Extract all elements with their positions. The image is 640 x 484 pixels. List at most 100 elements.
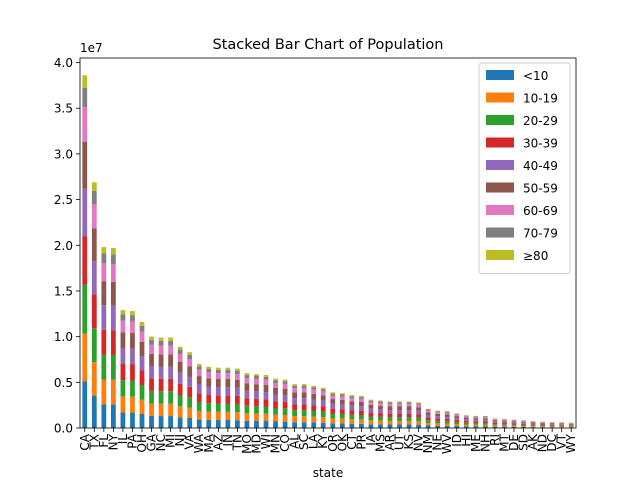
legend-label-1: 10-19 bbox=[523, 92, 558, 106]
bar-RI-series-2 bbox=[493, 424, 498, 425]
bar-CO-series-4 bbox=[283, 395, 288, 402]
bar-MA-series-4 bbox=[206, 386, 211, 394]
bar-WA-series-4 bbox=[197, 385, 202, 394]
bar-GA-series-1 bbox=[149, 404, 154, 416]
bar-DE-series-3 bbox=[512, 423, 517, 424]
bar-MD-series-2 bbox=[254, 406, 259, 413]
bar-KY-series-8 bbox=[321, 388, 326, 389]
legend-label-2: 20-29 bbox=[523, 114, 558, 128]
bar-KY-series-2 bbox=[321, 412, 326, 418]
bar-CA-series-6 bbox=[82, 107, 87, 142]
bar-PR-series-1 bbox=[359, 419, 364, 423]
bar-NC-series-6 bbox=[159, 346, 164, 355]
bar-IL-series-4 bbox=[121, 348, 126, 364]
bar-VT-series-1 bbox=[559, 426, 564, 427]
bar-NJ-series-2 bbox=[178, 395, 183, 406]
bar-MD-series-7 bbox=[254, 376, 259, 379]
bar-SC-series-5 bbox=[302, 392, 307, 398]
bar-VT-series-5 bbox=[559, 423, 564, 424]
bar-IA-series-1 bbox=[369, 420, 374, 424]
bar-KS-series-2 bbox=[407, 417, 412, 421]
bar-FL-series-1 bbox=[101, 380, 106, 405]
bar-TN-series-1 bbox=[235, 412, 240, 420]
bar-MA-series-0 bbox=[206, 420, 211, 428]
legend-swatch-0 bbox=[486, 70, 514, 80]
bar-ID-series-1 bbox=[454, 424, 459, 426]
bar-HI-series-6 bbox=[464, 416, 469, 417]
y-tick-label-3: 1.5 bbox=[54, 284, 73, 298]
bar-TX-series-4 bbox=[92, 261, 97, 294]
bar-CT-series-7 bbox=[349, 396, 354, 398]
bar-NC-series-4 bbox=[159, 367, 164, 379]
bar-ME-series-1 bbox=[473, 425, 478, 427]
bar-OH-series-0 bbox=[140, 414, 145, 428]
bar-CT-series-3 bbox=[349, 410, 354, 415]
bar-ME-series-4 bbox=[473, 420, 478, 422]
bar-CO-series-1 bbox=[283, 415, 288, 422]
bar-PR-series-7 bbox=[359, 397, 364, 399]
bar-PR-series-6 bbox=[359, 399, 364, 402]
bar-SC-series-2 bbox=[302, 410, 307, 416]
bar-FL-series-3 bbox=[101, 330, 106, 355]
bar-WY-series-2 bbox=[569, 426, 574, 427]
bar-MT-series-6 bbox=[502, 420, 507, 421]
bar-VT-series-3 bbox=[559, 425, 564, 426]
bar-MI-series-1 bbox=[168, 404, 173, 416]
bar-DE-series-2 bbox=[512, 425, 517, 426]
bar-NC-series-8 bbox=[159, 338, 164, 341]
bar-MN-series-3 bbox=[273, 401, 278, 408]
bar-IA-series-7 bbox=[369, 401, 374, 403]
bar-ID-series-7 bbox=[454, 414, 459, 415]
bar-FL-series-5 bbox=[101, 281, 106, 305]
bar-CO-series-0 bbox=[283, 422, 288, 428]
legend-swatch-8 bbox=[486, 250, 514, 260]
y-tick-label-6: 3.0 bbox=[54, 147, 73, 161]
bar-ID-series-8 bbox=[454, 413, 459, 414]
bar-AZ-series-5 bbox=[216, 379, 221, 387]
bar-NJ-series-5 bbox=[178, 362, 183, 373]
bar-MO-series-3 bbox=[245, 398, 250, 406]
bar-IL-series-8 bbox=[121, 310, 126, 314]
bar-DE-series-5 bbox=[512, 421, 517, 422]
bar-TX-series-1 bbox=[92, 362, 97, 395]
bar-SD-series-4 bbox=[521, 423, 526, 424]
bar-MS-series-2 bbox=[378, 417, 383, 421]
bar-NJ-series-4 bbox=[178, 373, 183, 384]
bar-VA-series-2 bbox=[187, 397, 192, 407]
bar-OR-series-1 bbox=[330, 418, 335, 423]
bar-HI-series-4 bbox=[464, 419, 469, 421]
bar-IN-series-0 bbox=[225, 420, 230, 428]
bar-IN-series-6 bbox=[225, 373, 230, 379]
legend-swatch-7 bbox=[486, 228, 514, 238]
bar-WA-series-8 bbox=[197, 364, 202, 366]
bar-OK-series-4 bbox=[340, 404, 345, 409]
y-tick-label-2: 1.0 bbox=[54, 330, 73, 344]
bar-KY-series-3 bbox=[321, 406, 326, 412]
bar-MN-series-6 bbox=[273, 383, 278, 388]
bar-IL-series-5 bbox=[121, 332, 126, 348]
bar-VA-series-7 bbox=[187, 355, 192, 359]
bar-WI-series-4 bbox=[264, 392, 269, 399]
bar-MN-series-4 bbox=[273, 395, 278, 402]
bar-MT-series-1 bbox=[502, 426, 507, 427]
bar-RI-series-1 bbox=[493, 425, 498, 426]
bar-TN-series-6 bbox=[235, 374, 240, 380]
legend-swatch-4 bbox=[486, 160, 514, 170]
bar-ID-series-3 bbox=[454, 420, 459, 422]
bar-TX-series-5 bbox=[92, 228, 97, 261]
bar-TN-series-4 bbox=[235, 388, 240, 396]
bar-OR-series-6 bbox=[330, 396, 335, 399]
bar-NE-series-8 bbox=[435, 411, 440, 412]
bar-OH-series-5 bbox=[140, 342, 145, 356]
bar-OR-series-8 bbox=[330, 392, 335, 393]
bar-OH-series-8 bbox=[140, 322, 145, 326]
bar-MD-series-4 bbox=[254, 391, 259, 398]
legend-swatch-2 bbox=[486, 115, 514, 125]
bar-CT-series-8 bbox=[349, 395, 354, 396]
bar-DC-series-1 bbox=[550, 426, 555, 427]
bar-UT-series-7 bbox=[397, 402, 402, 403]
bar-MS-series-7 bbox=[378, 402, 383, 404]
bar-PR-series-5 bbox=[359, 402, 364, 406]
